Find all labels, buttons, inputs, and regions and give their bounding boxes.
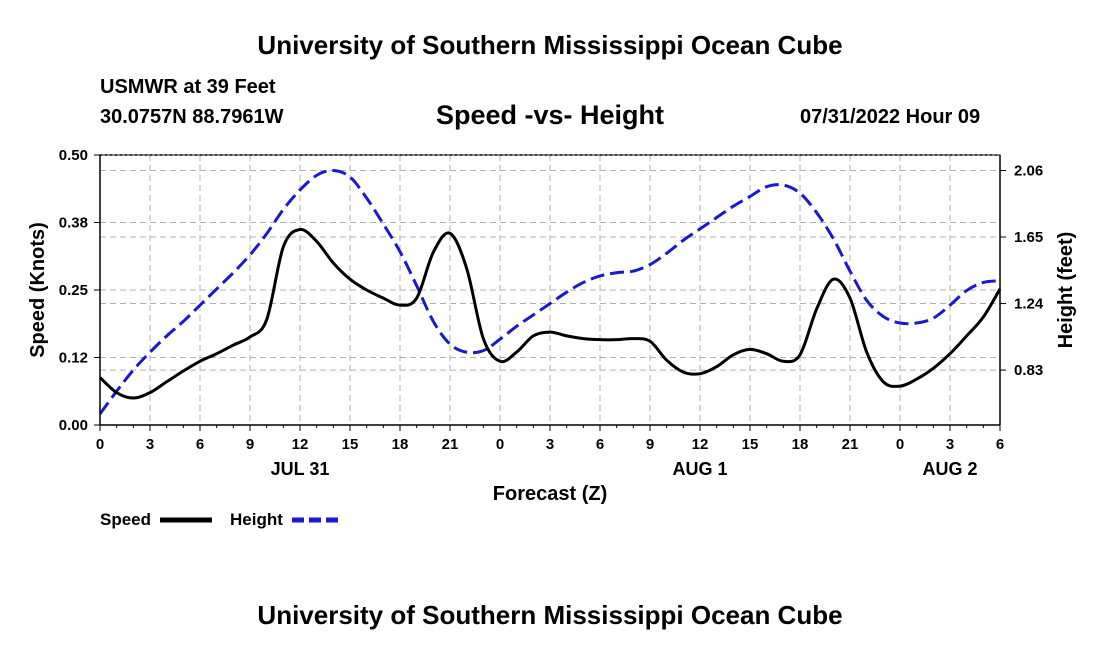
chart-title: Speed -vs- Height [435, 100, 665, 130]
x-tick-label: 15 [342, 436, 359, 453]
x-tick-label: 9 [246, 436, 254, 453]
grid [100, 155, 1000, 425]
series-layer [98, 168, 1002, 415]
x-tick-label: 15 [742, 436, 759, 453]
x-tick-label: 3 [946, 436, 954, 453]
x-tick-label: 9 [646, 436, 654, 453]
x-axis-title: Forecast (Z) [493, 483, 607, 505]
x-tick-label: 12 [292, 436, 309, 453]
x-tick-label: 6 [596, 436, 604, 453]
x-tick-label: 0 [896, 436, 904, 453]
legend-speed-label: Speed [100, 510, 151, 529]
axes: 0 3 6 9 12 15 18 21 0 3 6 9 12 15 18 21 0 3 6 0.00 0.12 0.25 0… [59, 147, 1044, 479]
y-axis-title: Speed (Knots) [27, 222, 49, 358]
date-label: AUG 2 [922, 459, 977, 479]
x-tick-label: 3 [546, 436, 554, 453]
x-tick-label: 0 [496, 436, 504, 453]
y-tick-label: 0.00 [59, 417, 88, 434]
y-tick-label: 0.38 [59, 215, 88, 232]
footer-title: University of Southern Mississippi Ocean… [257, 600, 843, 630]
height-series-line [98, 168, 1001, 415]
speed-series-line [98, 228, 1002, 400]
y2-tick-label: 2.06 [1014, 162, 1043, 179]
y-tick-label: 0.12 [59, 350, 88, 367]
x-tick-label: 18 [792, 436, 809, 453]
x-tick-label: 3 [146, 436, 154, 453]
x-tick-label: 12 [692, 436, 709, 453]
y2-axis-title: Height (feet) [1055, 232, 1077, 349]
x-tick-label: 18 [392, 436, 409, 453]
date-label: JUL 31 [271, 459, 330, 479]
main-title: University of Southern Mississippi Ocean… [257, 30, 843, 60]
y2-tick-label: 0.83 [1014, 362, 1043, 379]
y2-tick-label: 1.24 [1014, 296, 1044, 313]
station-coordinates: 30.0757N 88.7961W [100, 106, 284, 128]
x-tick-label: 6 [196, 436, 204, 453]
legend: Speed Height [100, 510, 342, 529]
x-tick-label: 0 [96, 436, 104, 453]
x-tick-label: 21 [842, 436, 859, 453]
forecast-datetime: 07/31/2022 Hour 09 [800, 106, 981, 128]
legend-height-label: Height [230, 510, 283, 529]
station-name: USMWR at 39 Feet [100, 76, 276, 98]
date-label: AUG 1 [672, 459, 727, 479]
y-tick-label: 0.25 [59, 282, 88, 299]
x-tick-label: 21 [442, 436, 459, 453]
x-tick-label: 6 [996, 436, 1004, 453]
y-tick-label: 0.50 [59, 147, 88, 164]
y2-tick-label: 1.65 [1014, 229, 1043, 246]
